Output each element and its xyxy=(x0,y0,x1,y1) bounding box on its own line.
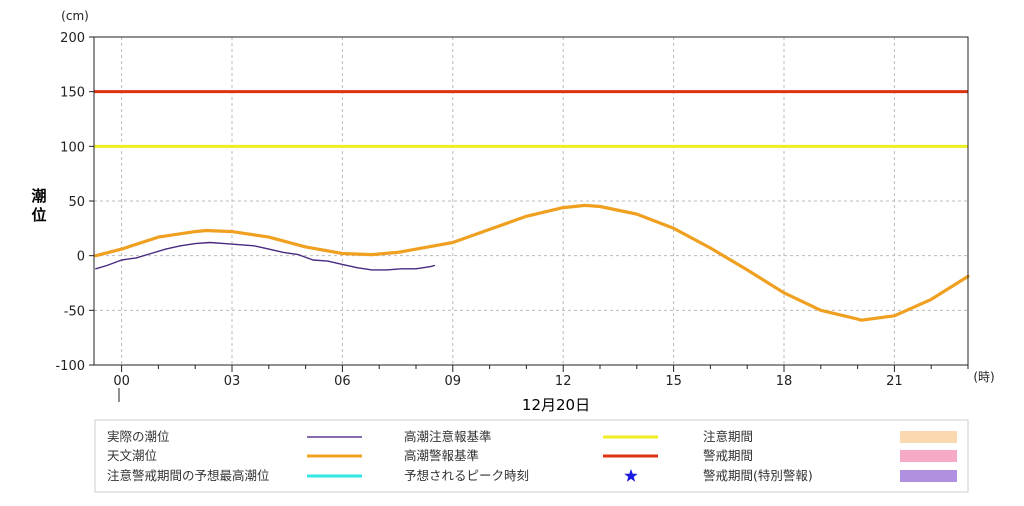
legend-box-swatch xyxy=(900,470,957,482)
x-tick-label: 00 xyxy=(113,374,130,389)
x-tick-label: 18 xyxy=(776,374,793,389)
legend-label: 予想されるピーク時刻 xyxy=(404,468,529,483)
x-tick-label: 21 xyxy=(886,374,903,389)
legend-label: 天文潮位 xyxy=(107,448,157,463)
y-tick-label: 150 xyxy=(60,86,85,101)
y-axis-label-top: 潮 xyxy=(31,187,46,205)
series-line-actual xyxy=(95,241,436,271)
grid-lines xyxy=(94,37,968,365)
series-lines xyxy=(94,203,970,322)
x-tick-label: 12 xyxy=(555,374,572,389)
x-tick-label: 06 xyxy=(334,374,351,389)
series-line-astronomical xyxy=(94,203,970,322)
legend-label: 高潮警報基準 xyxy=(404,448,479,463)
x-tick-label: 15 xyxy=(665,374,682,389)
x-tick-label: 03 xyxy=(224,374,241,389)
legend-label: 注意期間 xyxy=(703,429,753,444)
legend-label: 実際の潮位 xyxy=(107,429,170,444)
y-axis-label-bottom: 位 xyxy=(31,206,46,224)
y-tick-label: 0 xyxy=(77,250,85,265)
legend-label: 注意警戒期間の予想最高潮位 xyxy=(107,468,270,483)
y-tick-label: -100 xyxy=(55,359,85,374)
y-tick-label: 200 xyxy=(60,31,85,46)
legend-star-icon xyxy=(624,469,638,482)
legend-box-swatch xyxy=(900,431,957,443)
y-tick-label: -50 xyxy=(64,304,85,319)
plot-frame xyxy=(93,36,969,366)
x-tick-label: 09 xyxy=(445,374,462,389)
axes: 200 150 100 50 0 -50 -100 00 03 06 09 12 15 18 21 xyxy=(55,31,969,389)
legend-label: 警戒期間 xyxy=(703,448,753,463)
date-label: 12月20日 xyxy=(522,396,590,414)
legend-box-swatch xyxy=(900,450,957,462)
legend-label: 高潮注意報基準 xyxy=(404,429,492,444)
y-unit-label: (cm) xyxy=(61,9,89,23)
legend-label: 警戒期間(特別警報) xyxy=(703,468,813,483)
y-tick-label: 50 xyxy=(68,195,85,210)
threshold-lines xyxy=(94,90,968,148)
y-tick-label: 100 xyxy=(60,140,85,155)
x-unit-label: (時) xyxy=(973,370,994,384)
legend-box xyxy=(94,419,969,493)
